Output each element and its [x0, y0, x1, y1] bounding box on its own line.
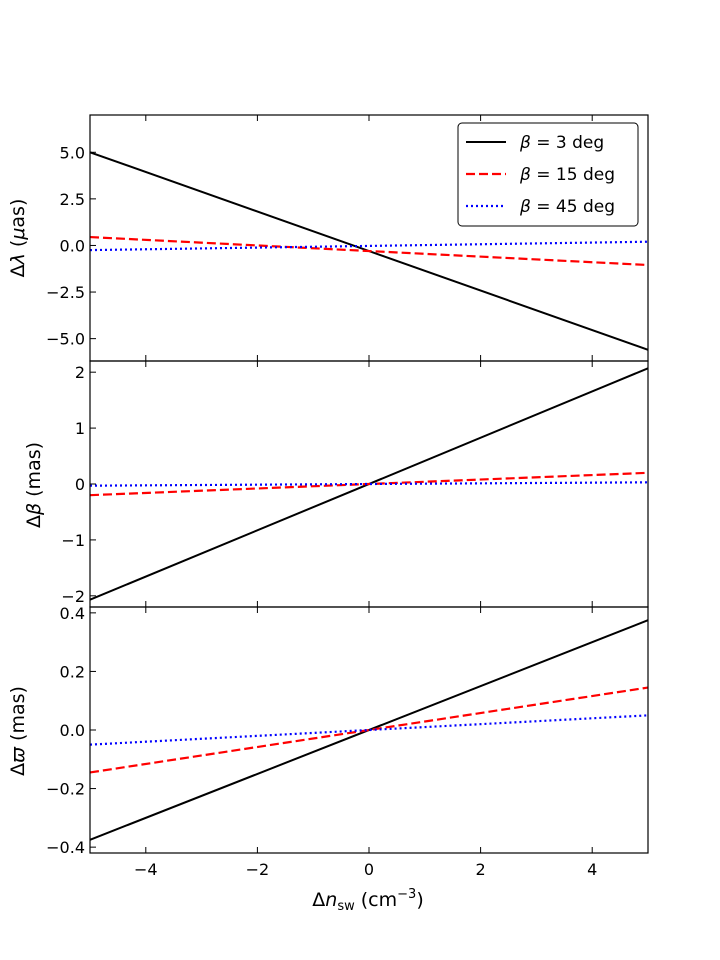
ylabel-dlambda: Δλ (μas)	[7, 199, 29, 278]
y-tick-label-dlambda: 2.5	[60, 190, 85, 209]
y-tick-label-dlambda: −2.5	[46, 283, 85, 302]
series-line-dbeta-s15	[90, 471, 648, 497]
x-tick-label: 4	[587, 860, 597, 879]
ylabel-unit: mas)	[23, 442, 45, 489]
series-line-dvarpi-s15	[90, 686, 648, 774]
legend-greek: β	[519, 165, 531, 185]
legend: β = 3 deg β = 15 deg β = 45 deg	[457, 122, 639, 227]
series-line-dlambda-s15	[90, 235, 648, 267]
y-tick-label-dlambda: 5.0	[60, 143, 85, 162]
ylabel-prefix: Δ	[23, 515, 45, 528]
ylabel-dvarpi: Δϖ (mas)	[7, 686, 29, 776]
xlabel-unit-close: )	[416, 889, 423, 911]
xlabel-sub: sw	[337, 899, 355, 914]
legend-label-s45: β = 45 deg	[519, 197, 615, 217]
y-tick-label-dvarpi: 0.0	[60, 721, 85, 740]
ylabel-dbeta: Δβ (mas)	[23, 442, 45, 528]
y-tick-label-dvarpi: 0.2	[60, 662, 85, 681]
x-tick-label: 0	[364, 860, 374, 879]
legend-label-s3: β = 3 deg	[519, 133, 604, 153]
series-line-dlambda-s45	[90, 240, 648, 252]
x-tick-label: −4	[134, 860, 158, 879]
y-tick-label-dvarpi: 0.4	[60, 604, 85, 623]
y-tick-label-dbeta: 1	[75, 419, 85, 438]
y-tick-label-dbeta: −2	[61, 587, 85, 606]
ylabel-greek-unit: μ	[7, 228, 29, 241]
y-tick-label-dlambda: −5.0	[46, 330, 85, 349]
legend-rest: = 15 deg	[531, 165, 615, 185]
y-tick-label-dvarpi: −0.4	[46, 838, 85, 857]
series-line-dbeta-s45	[90, 481, 648, 487]
legend-rest: = 3 deg	[531, 133, 604, 153]
xlabel-prefix: Δ	[312, 889, 325, 911]
ylabel-unit: as)	[7, 199, 29, 228]
xlabel: Δnsw (cm−3)	[312, 887, 423, 914]
y-tick-label-dbeta: 2	[75, 363, 85, 382]
y-tick-label-dbeta: 0	[75, 475, 85, 494]
ylabel-open: (	[23, 489, 45, 502]
axes-frame-dvarpi	[89, 606, 649, 854]
y-tick-label-dvarpi: −0.2	[46, 780, 85, 799]
x-tick-label: 2	[476, 860, 486, 879]
xlabel-sup: −3	[397, 887, 416, 902]
y-tick-label-dlambda: 0.0	[60, 236, 85, 255]
panel-dbeta: −2 −1 0 1 2	[61, 360, 649, 608]
legend-box	[457, 122, 639, 227]
legend-greek: β	[519, 133, 531, 153]
legend-greek: β	[519, 197, 531, 217]
ylabel-unit: mas)	[7, 686, 29, 733]
ylabel-prefix: Δ	[7, 763, 29, 776]
legend-label-s15: β = 15 deg	[519, 165, 615, 185]
ylabel-prefix: Δ	[7, 264, 29, 277]
y-tick-label-dbeta: −1	[61, 531, 85, 550]
panel-dvarpi: −0.4 −0.2 0.0 0.2 0.4 −4 −2 0 2 4	[46, 604, 649, 879]
legend-entry-s3: β = 3 deg	[466, 133, 604, 153]
ylabel-open: (	[7, 734, 29, 747]
x-tick-label: −2	[246, 860, 270, 879]
series-line-dvarpi-s3	[90, 619, 648, 841]
legend-rest: = 45 deg	[531, 197, 615, 217]
xlabel-unit-open: (cm	[355, 889, 397, 911]
xlabel-main: n	[325, 889, 337, 911]
series-line-dvarpi-s45	[90, 714, 648, 746]
ylabel-open: (	[7, 240, 29, 253]
ylabel-greek: β	[23, 503, 45, 516]
ylabel-greek: ϖ	[7, 746, 29, 763]
ylabel-greek: λ	[7, 253, 29, 265]
legend-entry-s45: β = 45 deg	[466, 197, 615, 217]
legend-entry-s15: β = 15 deg	[466, 165, 615, 185]
